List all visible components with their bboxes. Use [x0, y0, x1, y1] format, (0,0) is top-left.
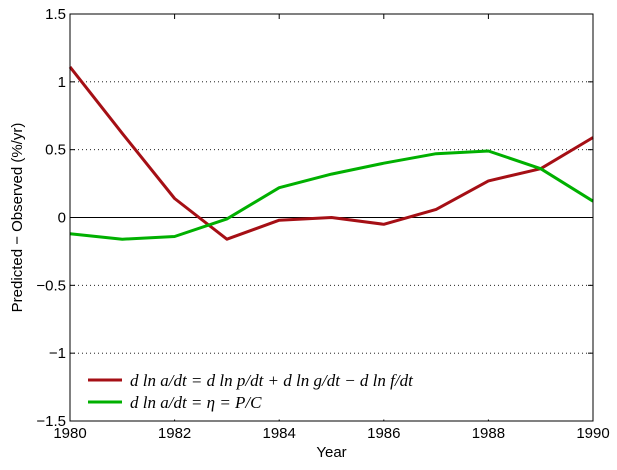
x-axis-title: Year: [316, 444, 346, 461]
y-tick-label: 0.5: [45, 142, 66, 159]
x-tick-label: 1984: [263, 425, 296, 442]
x-tick-label: 1982: [158, 425, 191, 442]
axis-ticks: 1980 1982 1984 1986 1988 1990 −1.5 −1 −0.5 0 0.5 1 1…: [36, 6, 609, 442]
y-tick-label: 1: [58, 74, 66, 91]
y-tick-label: 1.5: [45, 6, 66, 23]
x-tick-label: 1990: [576, 425, 609, 442]
series-lines: [68, 65, 594, 241]
y-tick-label: −1: [49, 345, 66, 362]
x-tick-label: 1986: [367, 425, 400, 442]
y-tick-label: 0: [58, 210, 66, 227]
y-axis-title: Predicted − Observed (%/yr): [9, 123, 26, 313]
series-line-2: [69, 149, 594, 241]
legend-label-1: d ln a/dt = d ln p/dt + d ln g/dt − d ln…: [130, 371, 414, 390]
x-tick-label: 1988: [472, 425, 505, 442]
legend-label-2: d ln a/dt = η = P/C: [130, 393, 262, 412]
y-tick-label: −1.5: [36, 413, 66, 430]
x-tick-label: 1980: [53, 425, 86, 442]
y-tick-label: −0.5: [36, 277, 66, 294]
legend-box: [77, 363, 549, 420]
legend: d ln a/dt = d ln p/dt + d ln g/dt − d ln…: [77, 363, 549, 420]
series-line-1: [68, 65, 594, 241]
